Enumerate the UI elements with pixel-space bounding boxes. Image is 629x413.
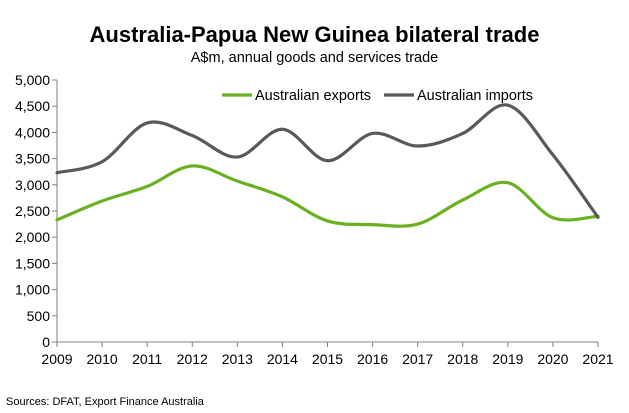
y-tick-label: 4,000 — [15, 124, 50, 140]
y-tick-label: 2,000 — [15, 229, 50, 245]
y-tick-label: 2,500 — [15, 203, 50, 219]
x-axis-ticks: 2009 2010 2011 2012 2013 2014 2015 2016 2017 2018… — [41, 342, 614, 367]
x-tick-label: 2010 — [87, 351, 118, 367]
x-tick-label: 2021 — [582, 351, 613, 367]
x-tick-label: 2019 — [492, 351, 523, 367]
chart-legend: Australian exports Australian imports — [222, 88, 533, 104]
x-tick-label: 2009 — [41, 351, 72, 367]
chart-title: Australia-Papua New Guinea bilateral tra… — [89, 22, 540, 47]
x-tick-label: 2015 — [312, 351, 343, 367]
chart-axes — [56, 80, 598, 343]
series-line-imports — [55, 103, 600, 219]
chart-subtitle: A$m, annual goods and services trade — [190, 50, 439, 66]
legend-label-imports: Australian imports — [417, 88, 533, 104]
y-tick-label: 3,000 — [15, 177, 50, 193]
x-tick-label: 2014 — [267, 351, 298, 367]
x-tick-label: 2020 — [537, 351, 568, 367]
legend-label-exports: Australian exports — [255, 88, 371, 104]
series-lines — [55, 103, 600, 228]
x-tick-label: 2012 — [177, 351, 208, 367]
series-line-exports — [55, 164, 600, 228]
y-axis-ticks: 0 500 1,000 1,500 2,000 2,500 3,000 3,500 4,000 4… — [15, 72, 57, 350]
y-tick-label: 0 — [42, 334, 50, 350]
x-tick-label: 2016 — [357, 351, 388, 367]
chart-source-note: Sources: DFAT, Export Finance Australia — [6, 396, 204, 408]
y-tick-label: 5,000 — [15, 72, 50, 88]
x-tick-label: 2011 — [132, 351, 162, 367]
y-tick-label: 1,000 — [15, 282, 50, 298]
x-tick-label: 2013 — [222, 351, 253, 367]
y-tick-label: 3,500 — [15, 151, 50, 167]
y-tick-label: 1,500 — [15, 255, 50, 271]
x-tick-label: 2017 — [402, 351, 433, 367]
y-tick-label: 4,500 — [15, 98, 50, 114]
x-tick-label: 2018 — [447, 351, 478, 367]
y-tick-label: 500 — [27, 308, 51, 324]
